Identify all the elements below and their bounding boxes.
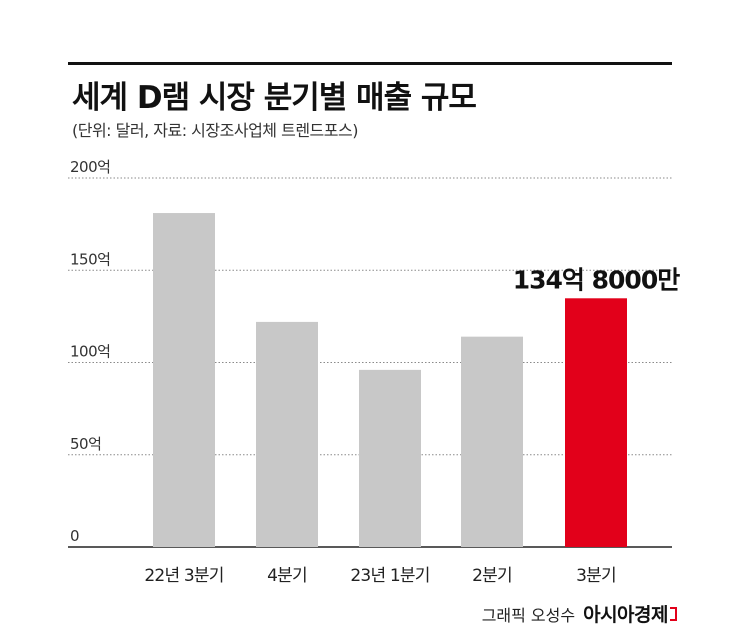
- x-tick-label: 2분기: [472, 566, 512, 586]
- bar: [565, 298, 627, 547]
- x-tick-label: 3분기: [576, 566, 616, 586]
- chart-subtitle: (단위: 달러, 자료: 시장조사업체 트렌드포스): [72, 121, 358, 140]
- x-tick-label: 22년 3분기: [144, 566, 223, 586]
- credit-line: 그래픽 오성수 아시아경제: [482, 600, 677, 627]
- y-tick-label: 150억: [70, 250, 110, 268]
- y-tick-label: 200억: [70, 158, 110, 176]
- bar: [153, 213, 215, 547]
- y-tick-label: 100억: [70, 343, 110, 361]
- credit-author: 그래픽 오성수: [481, 606, 576, 625]
- chart-title: 세계 D램 시장 분기별 매출 규모: [72, 80, 477, 116]
- bar-chart: 0 50억 100억 150억 200억 22년 3분기 4분기 23년 1분기 2분기 3분기 1…: [68, 158, 681, 586]
- x-tick-label: 4분기: [267, 566, 307, 586]
- x-tick-label: 23년 1분기: [350, 566, 429, 586]
- credit-brand: 아시아경제: [583, 600, 677, 627]
- bar: [461, 336, 523, 547]
- bar: [256, 321, 318, 547]
- bar: [359, 369, 421, 547]
- credit-brand-text: 아시아경제: [583, 604, 668, 626]
- y-tick-label: 50억: [70, 435, 101, 453]
- data-label: 134억 8000만: [513, 265, 680, 294]
- y-tick-label: 0: [70, 527, 79, 545]
- title-rule: [68, 62, 672, 65]
- brand-mark-icon: [670, 607, 677, 621]
